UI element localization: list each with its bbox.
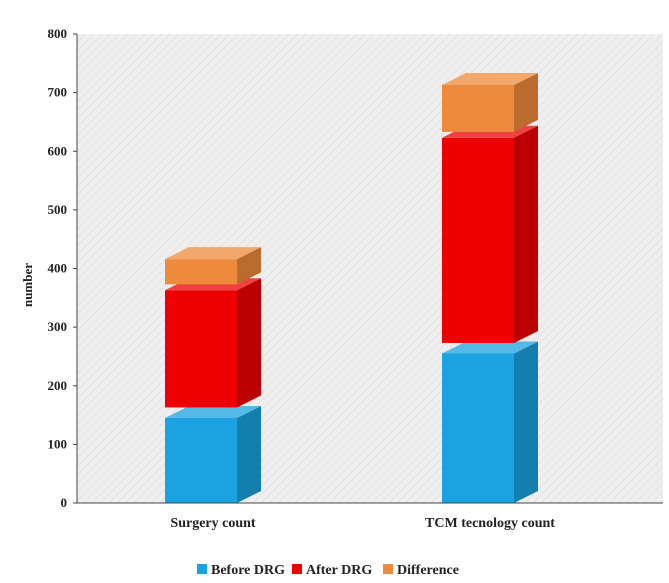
legend-label-difference: Difference [397, 563, 459, 578]
legend-swatch-before [197, 564, 207, 574]
y-tick-label: 800 [48, 26, 68, 41]
legend-swatch-difference [383, 564, 393, 574]
legend-label-after: After DRG [306, 563, 372, 578]
bar-front [165, 417, 237, 503]
bar-segment-difference-2 [442, 73, 538, 132]
bars-layer [165, 73, 538, 503]
bar-side [514, 341, 538, 503]
bar-front [165, 290, 237, 408]
bar-side [237, 405, 261, 503]
y-tick-label: 500 [48, 202, 68, 217]
bar-top [442, 73, 538, 86]
bar-side [514, 125, 538, 343]
y-tick-label: 0 [61, 495, 68, 510]
bar-top [165, 247, 261, 260]
legend: Before DRG After DRG Difference [197, 563, 459, 578]
bar-front [442, 353, 514, 503]
bar-segment-before-1 [165, 405, 261, 503]
bar-side [237, 247, 261, 285]
legend-swatch-after [292, 564, 302, 574]
bar-segment-after-2 [442, 125, 538, 343]
bar-side [237, 278, 261, 408]
bar-top [165, 405, 261, 418]
bar-front [165, 259, 237, 285]
bar-side [514, 73, 538, 132]
plot-area [77, 34, 663, 503]
y-tick-label: 100 [48, 436, 68, 451]
bar-segment-difference-1 [165, 247, 261, 285]
x-category-label: TCM tecnology count [425, 516, 555, 531]
x-category-label: Surgery count [170, 516, 256, 531]
bar-front [442, 85, 514, 132]
y-tick-label: 600 [48, 143, 68, 158]
bar-front [442, 137, 514, 343]
bar-top [442, 341, 538, 354]
y-tick-label: 400 [48, 261, 68, 276]
x-axis-labels: Surgery count TCM tecnology count [170, 516, 555, 531]
y-tick-label: 200 [48, 378, 68, 393]
y-tick-label: 300 [48, 319, 68, 334]
y-axis-title: number [20, 263, 35, 307]
y-tick-label: 700 [48, 85, 68, 100]
y-axis-ticks: 0 100 200 300 400 500 600 700 800 [48, 26, 77, 510]
legend-label-before: Before DRG [211, 563, 285, 578]
bar-segment-after-1 [165, 278, 261, 408]
bar-segment-before-2 [442, 341, 538, 503]
